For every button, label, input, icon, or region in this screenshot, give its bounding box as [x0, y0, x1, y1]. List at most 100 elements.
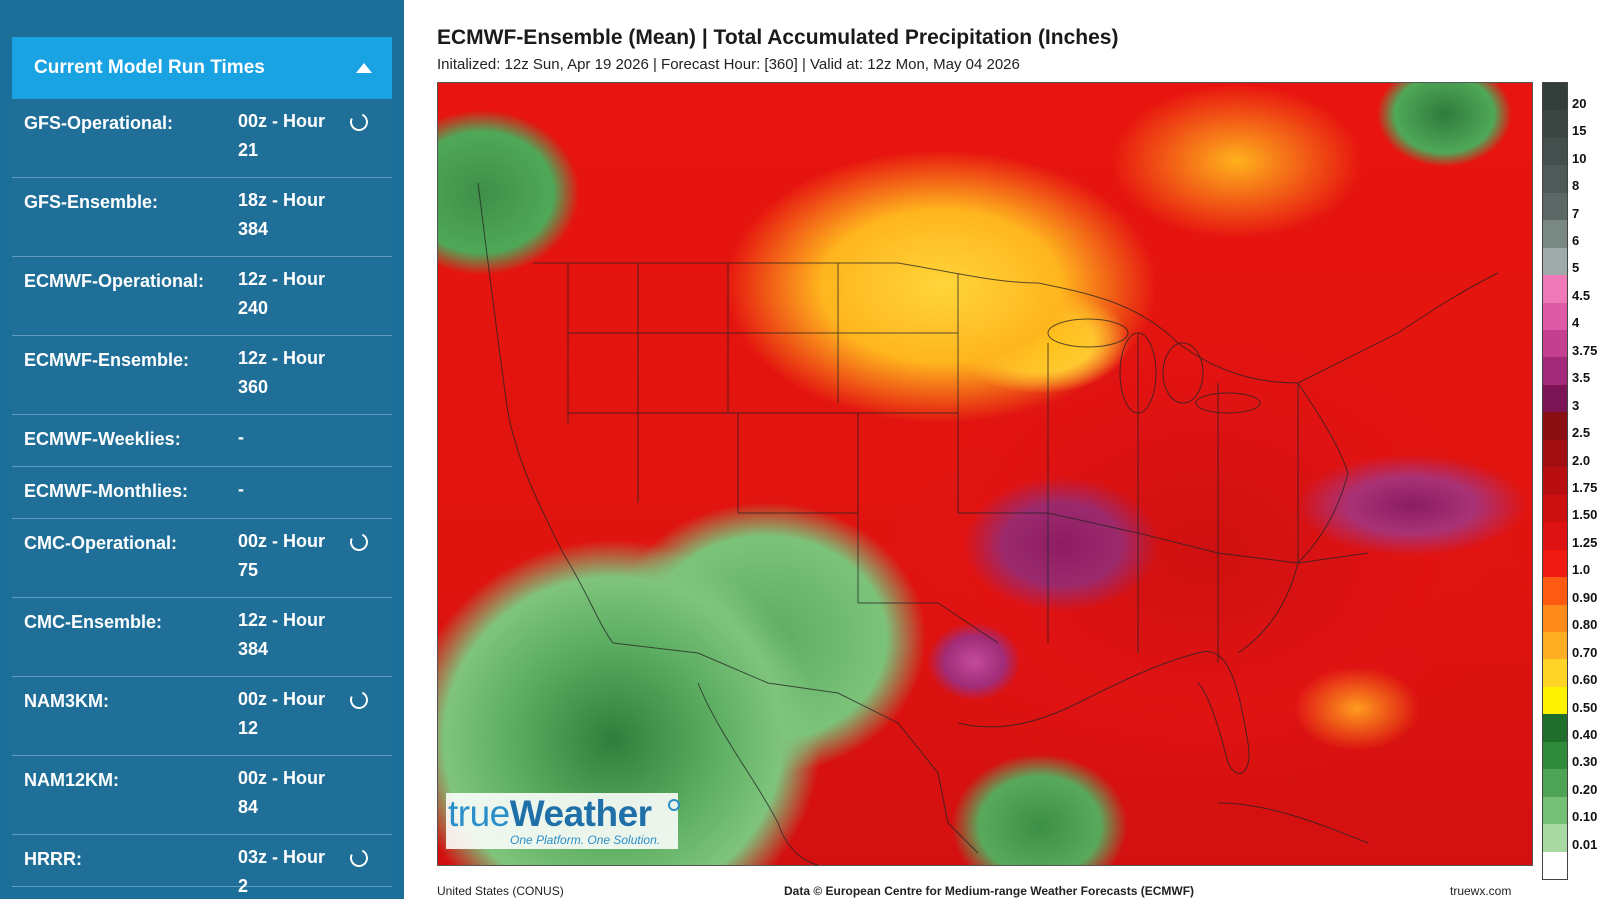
- legend-swatch: [1543, 686, 1567, 715]
- logo-wordmark: trueWeather: [448, 793, 652, 834]
- legend-swatch: [1543, 220, 1567, 249]
- model-run-value: -: [238, 475, 338, 504]
- model-row[interactable]: CMC-Ensemble: 12z - Hour 384: [12, 598, 392, 677]
- legend-label: 1.75: [1572, 480, 1598, 495]
- model-row[interactable]: GFS-Operational: 00z - Hour 21: [12, 99, 392, 178]
- legend-swatch: [1543, 384, 1567, 413]
- run-line-1: -: [238, 479, 244, 499]
- footer-site-link[interactable]: truewx.com: [1450, 884, 1512, 898]
- legend-swatch: [1543, 577, 1567, 605]
- loading-spinner-icon: [347, 688, 371, 712]
- legend-label: 0.50: [1572, 699, 1598, 715]
- model-run-value: 18z - Hour 384: [238, 186, 338, 244]
- model-run-value: 00z - Hour 84: [238, 764, 338, 822]
- legend-swatch: [1543, 192, 1567, 221]
- legend-swatch: [1543, 659, 1567, 688]
- run-line-2: 12: [238, 718, 259, 738]
- legend-swatch: [1543, 439, 1567, 468]
- legend-swatch: [1543, 330, 1567, 358]
- loading-spinner-icon: [347, 110, 371, 134]
- map-boundaries: [477, 182, 1499, 865]
- model-row[interactable]: NAM12KM: 00z - Hour 84: [12, 756, 392, 835]
- legend-label: 10: [1572, 150, 1587, 166]
- legend-swatch: [1543, 247, 1567, 276]
- model-run-value: -: [238, 423, 338, 452]
- legend-label: 7: [1572, 205, 1580, 221]
- model-name: CMC-Ensemble:: [24, 612, 163, 632]
- legend-swatch: [1543, 741, 1567, 770]
- legend-swatch: [1543, 302, 1567, 331]
- legend-swatch: [1543, 494, 1567, 523]
- model-name: GFS-Ensemble:: [24, 192, 159, 212]
- legend-label: 0.10: [1572, 809, 1598, 825]
- model-row[interactable]: ECMWF-Weeklies: -: [12, 415, 392, 467]
- legend-label: 0.60: [1572, 672, 1598, 688]
- run-line-2: 75: [238, 560, 259, 580]
- legend-swatch: [1543, 522, 1567, 551]
- run-line-2: 384: [238, 639, 269, 659]
- model-row[interactable]: ECMWF-Ensemble: 12z - Hour 360: [12, 336, 392, 415]
- legend-label: 3.75: [1572, 342, 1598, 358]
- legend-label: 20: [1572, 95, 1587, 111]
- model-row[interactable]: NAM3KM: 00z - Hour 12: [12, 677, 392, 756]
- loading-spinner-icon: [347, 530, 371, 554]
- sidebar: Current Model Run Times GFS-Operational:…: [0, 0, 404, 899]
- model-run-value: 03z - Hour 2: [238, 843, 338, 901]
- legend-label: 0.20: [1572, 781, 1598, 797]
- model-row[interactable]: GFS-Ensemble: 18z - Hour 384: [12, 178, 392, 257]
- run-line-2: 84: [238, 797, 259, 817]
- legend-label: 1.50: [1572, 507, 1598, 523]
- model-run-value: 12z - Hour 360: [238, 344, 338, 402]
- legend-label: 0.30: [1572, 754, 1598, 770]
- legend-swatch: [1543, 631, 1567, 660]
- run-line-2: 21: [238, 140, 259, 160]
- run-line-1: -: [238, 427, 244, 447]
- model-name: NAM12KM:: [24, 770, 120, 790]
- legend-swatch: [1543, 549, 1567, 578]
- model-name: ECMWF-Monthlies:: [24, 481, 188, 501]
- model-row[interactable]: CMC-Operational: 00z - Hour 75: [12, 519, 392, 598]
- legend-swatch: [1543, 357, 1567, 386]
- logo-tagline: One Platform. One Solution.: [510, 833, 661, 847]
- model-row[interactable]: HRRR: 03z - Hour 2: [12, 835, 392, 896]
- model-run-times-header[interactable]: Current Model Run Times: [12, 37, 392, 99]
- legend-label: 1.25: [1572, 534, 1598, 550]
- legend-label: 3.5: [1572, 370, 1591, 386]
- run-line-2: 360: [238, 377, 269, 397]
- legend-swatch: [1543, 824, 1567, 853]
- map-title: ECMWF-Ensemble (Mean) | Total Accumulate…: [437, 26, 1119, 49]
- color-legend: [1542, 82, 1568, 880]
- model-row[interactable]: ECMWF-Operational: 12z - Hour 240: [12, 257, 392, 336]
- legend-swatch: [1543, 137, 1567, 166]
- loading-spinner-icon: [347, 846, 371, 870]
- legend-swatch: [1543, 467, 1567, 496]
- model-row[interactable]: ECMWF-Monthlies: -: [12, 467, 392, 519]
- legend-label: 0.40: [1572, 727, 1598, 743]
- model-run-value: 00z - Hour 21: [238, 107, 338, 165]
- model-run-value: 00z - Hour 75: [238, 527, 338, 585]
- logo-dot-icon: [668, 799, 680, 811]
- collapse-caret-icon[interactable]: [356, 63, 372, 73]
- run-line-1: 03z - Hour 2: [238, 847, 326, 896]
- legend-swatch: [1543, 769, 1567, 798]
- trueweather-logo: trueWeather One Platform. One Solution.: [446, 793, 680, 849]
- run-line-2: 240: [238, 298, 269, 318]
- legend-label: 15: [1572, 123, 1587, 139]
- legend-label: 8: [1572, 178, 1580, 194]
- legend-swatch: [1543, 714, 1567, 743]
- model-name: ECMWF-Weeklies:: [24, 429, 181, 449]
- model-run-value: 00z - Hour 12: [238, 685, 338, 743]
- legend-swatch: [1543, 110, 1567, 139]
- precipitation-map[interactable]: trueWeather One Platform. One Solution.: [437, 82, 1533, 866]
- footer-region: United States (CONUS): [437, 884, 564, 898]
- legend-label: 1.0: [1572, 562, 1591, 578]
- legend-swatch: [1543, 83, 1567, 111]
- run-line-2: 384: [238, 219, 269, 239]
- legend-label: 2.0: [1572, 452, 1591, 468]
- run-line-1: 00z - Hour: [238, 768, 326, 788]
- legend-swatch: [1543, 165, 1567, 194]
- model-name: ECMWF-Ensemble:: [24, 350, 190, 370]
- legend-label: 5: [1572, 260, 1580, 276]
- legend-swatch: [1543, 851, 1567, 880]
- map-subtitle: Initalized: 12z Sun, Apr 19 2026 | Forec…: [437, 56, 1020, 73]
